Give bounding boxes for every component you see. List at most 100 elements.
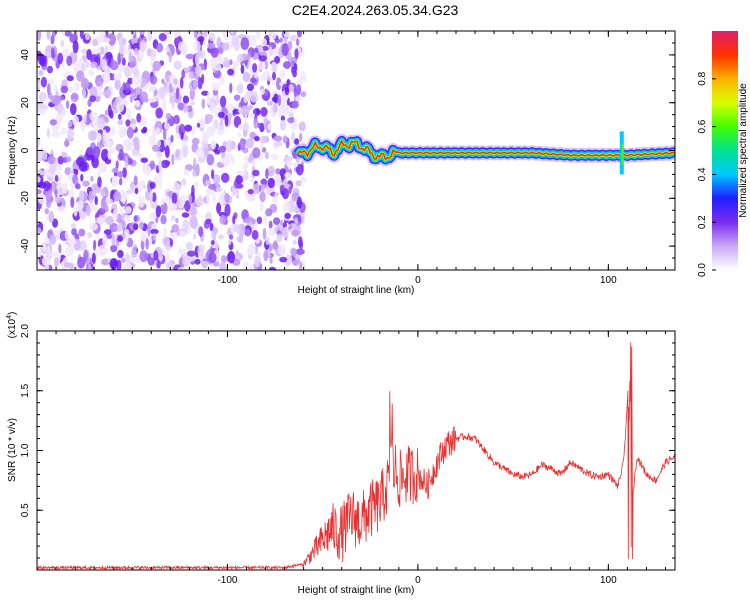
noise-blob [155,107,163,119]
noise-blob [128,52,133,63]
noise-blob [124,81,131,93]
noise-blob [61,31,67,37]
noise-blob [218,195,226,205]
noise-blob [83,154,87,164]
noise-blob [238,106,242,114]
noise-blob [197,49,206,59]
noise-blob [88,130,98,141]
noise-blob [268,220,273,230]
noise-blob [149,212,157,220]
noise-blob [66,75,74,82]
noise-blob [264,151,270,160]
noise-blob [300,70,306,81]
noise-blob [54,195,62,204]
noise-blob [218,262,227,270]
noise-blob [156,42,164,53]
noise-blob [272,196,277,203]
x-tick-label: 100 [600,575,617,586]
noise-blob [73,63,79,73]
colorbar-gradient [712,31,738,270]
noise-blob [75,183,81,190]
signal-ridge [292,131,675,175]
x-tick-label: -100 [217,275,237,286]
noise-blob [66,100,70,109]
noise-blob [287,159,292,170]
noise-blob [181,212,190,218]
noise-blob [115,160,119,169]
noise-blob [69,262,74,270]
noise-blob [139,31,145,35]
noise-blob [149,86,155,93]
noise-blob [124,155,129,168]
colorbar-tick-label: 0.2 [697,215,708,229]
noise-blob [111,167,119,173]
noise-blob [137,195,145,208]
noise-blob [267,123,272,131]
noise-blob [212,174,221,185]
noise-blob [252,158,256,168]
noise-blob [99,46,105,55]
noise-blob [295,38,300,46]
noise-blob [229,59,233,66]
noise-blob [156,260,161,269]
noise-blob [133,48,139,56]
noise-blob [192,79,199,89]
noise-blob [81,122,85,132]
noise-blob [284,156,293,162]
noise-blob [238,223,246,237]
noise-blob [68,120,73,128]
noise-blob [275,168,281,175]
y-tick-label: -40 [20,238,31,253]
noise-blob [90,175,94,182]
noise-blob [289,106,294,116]
noise-blob [91,252,96,265]
noise-blob [48,210,54,223]
noise-blob [295,95,303,102]
noise-blob [88,69,94,77]
noise-blob [131,249,137,258]
ridge-layer [297,140,675,161]
noise-blob [93,239,97,251]
noise-blob [152,60,162,72]
noise-blob [162,247,166,254]
noise-blob [249,77,257,84]
noise-blob [218,145,227,153]
noise-blob [228,239,232,245]
noise-blob [173,31,180,38]
noise-blob [246,216,254,222]
noise-blob [263,250,269,262]
noise-blob [252,147,261,159]
noise-blob [83,249,89,262]
noise-blob [158,87,166,100]
y-tick-label: -20 [20,191,31,206]
noise-blob [124,253,131,264]
noise-blob [94,196,98,205]
noise-blob [89,61,98,69]
noise-blob [298,121,306,132]
noise-blob [216,36,222,48]
noise-blob [299,261,303,270]
noise-blob [109,258,119,270]
noise-blob [177,197,182,208]
noise-blob [89,223,98,231]
noise-blob [87,232,93,239]
noise-blob [252,183,261,195]
noise-blob [197,36,205,42]
noise-blob [201,98,206,110]
noise-blob [236,84,244,94]
noise-blob [138,49,144,60]
noise-blob [265,208,273,217]
noise-blob [171,96,175,110]
noise-blob [149,160,155,169]
noise-blob [48,162,57,175]
noise-blob [95,75,103,87]
snr-panel: -100 0 100 0.5 1.0 1.5 2.0 Height of straight l… [6,312,676,596]
noise-blob [287,117,295,124]
noise-blob [142,184,147,190]
noise-blob [165,73,170,84]
noise-blob [158,33,167,42]
noise-blob [64,167,73,176]
noise-blob [46,31,51,40]
noise-blob [99,31,106,39]
noise-blob [134,99,141,108]
